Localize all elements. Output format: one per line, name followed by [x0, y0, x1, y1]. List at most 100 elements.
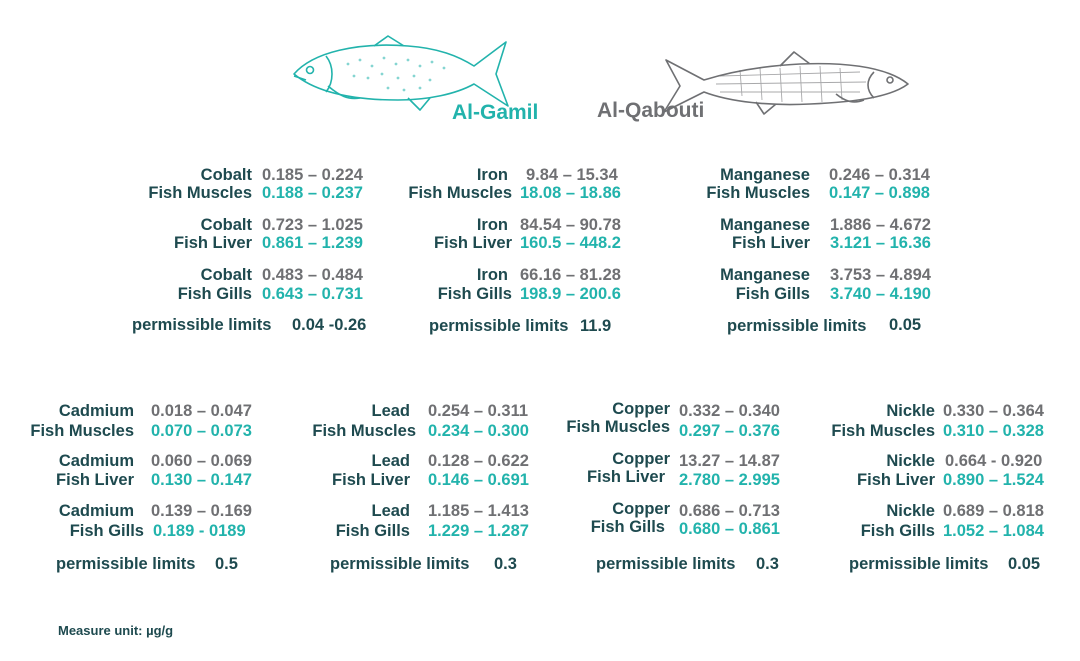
al-gamil-value: 0.890 – 1.524 — [943, 471, 1044, 489]
al-qabouti-value: 0.332 – 0.340 — [679, 402, 780, 420]
metal-label: Manganese — [720, 166, 810, 184]
part-label: Fish Muscles — [566, 418, 670, 436]
part-label: Fish Liver — [332, 471, 410, 489]
metal-label: Cadmium — [58, 502, 134, 520]
part-label: Fish Gills — [860, 522, 935, 540]
permissible-limits-label: permissible limits — [596, 555, 736, 573]
part-label: Fish Gills — [177, 285, 252, 303]
part-label: Fish Liver — [434, 234, 512, 252]
metal-label: Iron — [476, 166, 508, 184]
part-label: Fish Liver — [56, 471, 134, 489]
metal-label: Cadmium — [58, 402, 134, 420]
al-gamil-value: 0.189 - 0189 — [153, 522, 246, 540]
al-qabouti-value: 13.27 – 14.87 — [679, 452, 780, 470]
al-qabouti-value: 84.54 – 90.78 — [520, 216, 621, 234]
al-gamil-value: 0.146 – 0.691 — [428, 471, 529, 489]
al-gamil-value: 0.070 – 0.073 — [151, 422, 252, 440]
part-label: Fish Muscles — [148, 184, 252, 202]
al-gamil-value: 0.680 – 0.861 — [679, 520, 780, 538]
al-gamil-value: 0.130 – 0.147 — [151, 471, 252, 489]
al-qabouti-value: 0.185 – 0.224 — [262, 166, 363, 184]
al-gamil-value: 0.147 – 0.898 — [829, 184, 930, 202]
al-qabouti-fish-illustration — [663, 51, 909, 115]
part-label: Fish Gills — [735, 285, 810, 303]
metal-label: Nickle — [886, 452, 935, 470]
metal-label: Iron — [476, 216, 508, 234]
part-label: Fish Muscles — [831, 422, 935, 440]
al-gamil-value: 18.08 – 18.86 — [520, 184, 621, 202]
part-label: Fish Liver — [174, 234, 252, 252]
al-gamil-value: 0.643 – 0.731 — [262, 285, 363, 303]
metal-label: Cadmium — [58, 452, 134, 470]
part-label: Fish Gills — [335, 522, 410, 540]
al-qabouti-value: 0.689 – 0.818 — [943, 502, 1044, 520]
measure-unit-note: Measure unit: µg/g — [58, 623, 174, 638]
permissible-limits-value: 11.9 — [580, 317, 612, 335]
permissible-limits-value: 0.05 — [889, 316, 922, 334]
permissible-limits-label: permissible limits — [429, 317, 569, 335]
permissible-limits-value: 0.5 — [215, 555, 238, 573]
part-label: Fish Gills — [437, 285, 512, 303]
metal-label: Nickle — [886, 502, 935, 520]
metal-label: Copper — [612, 400, 670, 418]
al-gamil-value: 0.310 – 0.328 — [943, 422, 1044, 440]
permissible-limits-label: permissible limits — [132, 316, 272, 334]
part-label: Fish Muscles — [706, 184, 810, 202]
legend-al-gamil: Al-Gamil — [452, 101, 539, 124]
al-qabouti-value: 0.686 – 0.713 — [679, 502, 780, 520]
al-qabouti-value: 66.16 – 81.28 — [520, 266, 621, 284]
legend-al-qabouti: Al-Qabouti — [597, 99, 705, 122]
part-label: Fish Muscles — [30, 422, 134, 440]
part-label: Fish Muscles — [408, 184, 512, 202]
permissible-limits-value: 0.3 — [494, 555, 517, 573]
al-gamil-value: 3.121 – 16.36 — [830, 234, 931, 252]
part-label: Fish Muscles — [312, 422, 416, 440]
permissible-limits-label: permissible limits — [330, 555, 470, 573]
permissible-limits-label: permissible limits — [849, 555, 989, 573]
al-gamil-value: 160.5 – 448.2 — [520, 234, 621, 252]
metal-label: Manganese — [720, 216, 810, 234]
permissible-limits-label: permissible limits — [727, 317, 867, 335]
al-qabouti-value: 1.185 – 1.413 — [428, 502, 529, 520]
part-label: Fish Gills — [69, 522, 144, 540]
al-qabouti-value: 0.723 – 1.025 — [262, 216, 363, 234]
metal-label: Lead — [371, 402, 410, 420]
al-gamil-fish-illustration — [293, 35, 509, 111]
part-label: Fish Gills — [590, 518, 665, 536]
metal-label: Manganese — [720, 266, 810, 284]
part-label: Fish Liver — [587, 468, 665, 486]
al-gamil-value: 1.052 – 1.084 — [943, 522, 1044, 540]
permissible-limits-label: permissible limits — [56, 555, 196, 573]
metal-label: Lead — [371, 502, 410, 520]
part-label: Fish Liver — [857, 471, 935, 489]
metal-label: Nickle — [886, 402, 935, 420]
al-qabouti-value: 0.254 – 0.311 — [428, 402, 529, 420]
al-qabouti-value: 0.246 – 0.314 — [829, 166, 930, 184]
metal-label: Lead — [371, 452, 410, 470]
metal-label: Cobalt — [200, 166, 252, 184]
al-qabouti-value: 0.018 – 0.047 — [151, 402, 252, 420]
al-gamil-value: 0.234 – 0.300 — [428, 422, 529, 440]
al-gamil-value: 198.9 – 200.6 — [520, 285, 621, 303]
al-gamil-value: 0.188 – 0.237 — [262, 184, 363, 202]
al-qabouti-value: 0.128 – 0.622 — [428, 452, 529, 470]
permissible-limits-value: 0.3 — [756, 555, 779, 573]
al-qabouti-value: 1.886 – 4.672 — [830, 216, 931, 234]
metal-label: Cobalt — [200, 266, 252, 284]
metal-label: Iron — [476, 266, 508, 284]
al-qabouti-value: 0.060 – 0.069 — [151, 452, 252, 470]
metal-label: Cobalt — [200, 216, 252, 234]
al-qabouti-value: 3.753 – 4.894 — [830, 266, 931, 284]
al-qabouti-value: 0.664 - 0.920 — [945, 452, 1043, 470]
al-qabouti-value: 0.139 – 0.169 — [151, 502, 252, 520]
al-gamil-value: 0.861 – 1.239 — [262, 234, 363, 252]
al-qabouti-value: 9.84 – 15.34 — [526, 166, 618, 184]
al-qabouti-value: 0.483 – 0.484 — [262, 266, 363, 284]
al-gamil-value: 3.740 – 4.190 — [830, 285, 931, 303]
part-label: Fish Liver — [732, 234, 810, 252]
al-gamil-value: 1.229 – 1.287 — [428, 522, 529, 540]
al-gamil-value: 2.780 – 2.995 — [679, 471, 780, 489]
permissible-limits-value: 0.04 -0.26 — [292, 316, 367, 334]
al-qabouti-value: 0.330 – 0.364 — [943, 402, 1044, 420]
al-gamil-value: 0.297 – 0.376 — [679, 422, 780, 440]
